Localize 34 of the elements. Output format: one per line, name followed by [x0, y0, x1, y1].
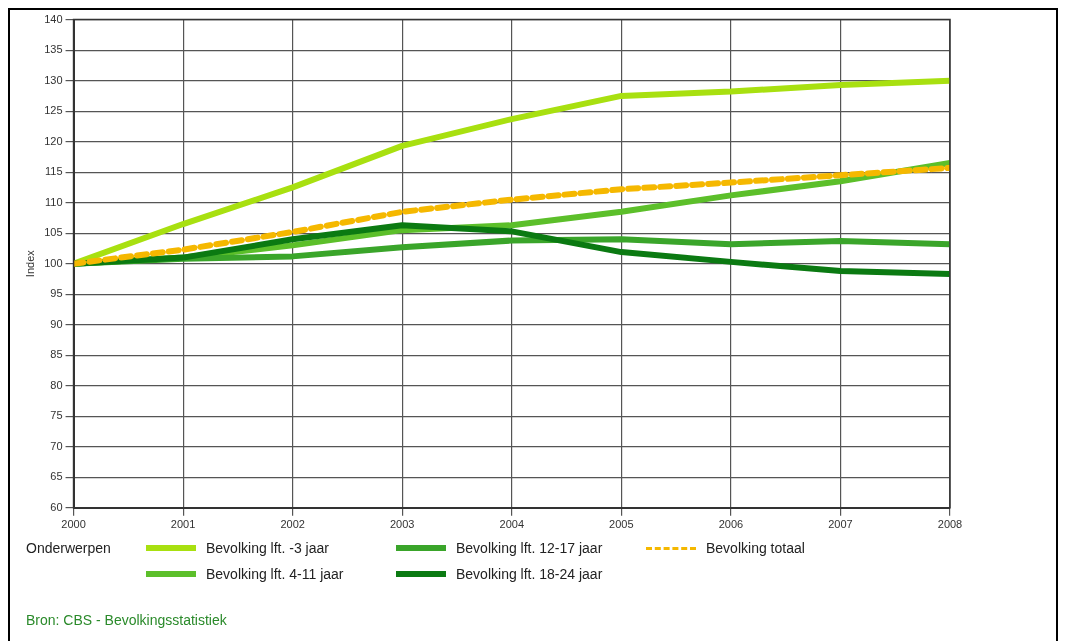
y-tick-label: 110: [45, 195, 63, 208]
y-tick-label: 95: [50, 287, 63, 300]
x-tick-label: 2008: [937, 518, 963, 531]
x-tick-label: 2007: [828, 518, 853, 531]
legend-label: Bevolking lft. 12-17 jaar: [456, 540, 603, 556]
legend-label: Bevolking lft. 4-11 jaar: [206, 566, 344, 582]
x-tick-label: 2006: [718, 518, 744, 531]
y-tick-label: 60: [50, 500, 63, 513]
x-tick-label: 2005: [609, 518, 634, 531]
y-tick-label: 120: [44, 134, 63, 147]
y-tick-label: 75: [50, 409, 63, 422]
y-tick-label: 140: [44, 12, 63, 25]
y-tick-label: 80: [50, 378, 63, 391]
y-tick-label: 115: [45, 165, 63, 178]
x-tick-label: 2003: [389, 518, 415, 531]
x-tick-label: 2002: [280, 518, 305, 531]
y-tick-label: 70: [50, 439, 63, 452]
x-tick-label: 2001: [170, 518, 196, 531]
y-tick-label: 85: [50, 348, 63, 361]
y-tick-label: 65: [50, 470, 63, 483]
y-tick-label: 100: [44, 256, 63, 269]
y-tick-label: 105: [44, 226, 63, 239]
legend-title: Onderwerpen: [26, 540, 112, 556]
y-tick-label: 125: [44, 104, 63, 117]
legend-label: Bevolking lft. -3 jaar: [206, 540, 329, 556]
legend-label: Bevolking totaal: [706, 540, 805, 556]
y-tick-label: 135: [44, 43, 63, 56]
x-tick-label: 2000: [61, 518, 86, 531]
legend-label: Bevolking lft. 18-24 jaar: [456, 566, 603, 582]
y-tick-label: 130: [44, 73, 63, 86]
x-tick-label: 2004: [499, 518, 525, 531]
y-axis-title: Index: [23, 249, 36, 278]
y-tick-label: 90: [50, 317, 63, 330]
text: Bron: CBS - Bevolkingsstatistiek: [26, 612, 227, 628]
